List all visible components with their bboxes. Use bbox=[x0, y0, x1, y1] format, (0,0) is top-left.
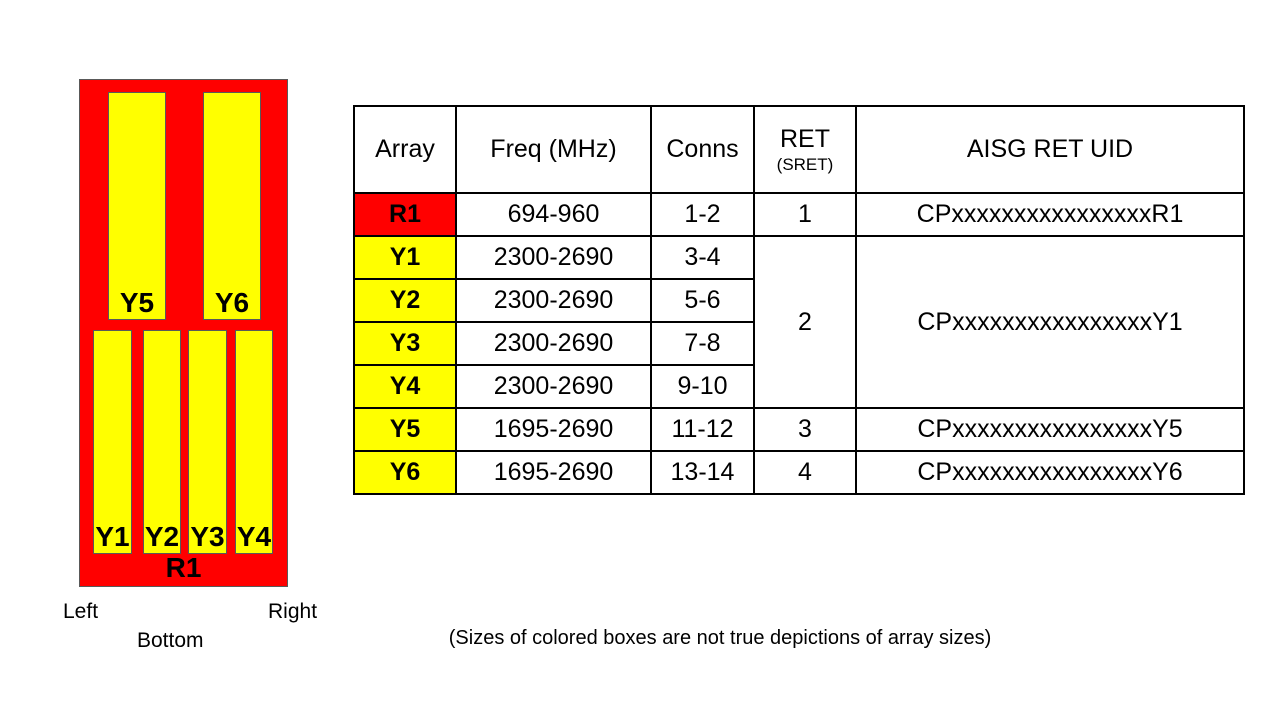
table-row-y3: Y3 2300-2690 7-8 bbox=[353, 321, 1244, 366]
cell-uid-y5: CPxxxxxxxxxxxxxxxxY5 bbox=[855, 407, 1245, 452]
cell-array-y1: Y1 bbox=[353, 235, 457, 280]
cell-array-y6: Y6 bbox=[353, 450, 457, 495]
table-row-y6: Y6 1695-2690 13-14 4 CPxxxxxxxxxxxxxxxxY… bbox=[353, 450, 1245, 495]
array-box-y4: Y4 bbox=[235, 330, 273, 554]
spec-table: Array Freq (MHz) Conns RET (SRET) AISG R… bbox=[353, 105, 1245, 495]
array-box-label-y4: Y4 bbox=[236, 520, 272, 552]
antenna-body: Y5 Y6 Y1 Y2 Y3 Y4 R1 bbox=[79, 79, 288, 587]
cell-ret-y1-y4: 2 bbox=[753, 235, 857, 409]
table-row-y1: Y1 2300-2690 3-4 2 CPxxxxxxxxxxxxxxxxY1 bbox=[353, 235, 1245, 409]
array-box-label-y1: Y1 bbox=[95, 520, 130, 552]
array-box-y3: Y3 bbox=[188, 330, 227, 554]
cell-conns-y2: 5-6 bbox=[650, 278, 755, 323]
cell-conns-y3: 7-8 bbox=[650, 321, 755, 366]
col-header-array: Array bbox=[353, 105, 457, 194]
side-label-right: Right bbox=[268, 600, 318, 623]
array-box-y1: Y1 bbox=[93, 330, 132, 554]
array-box-label-y5: Y5 bbox=[119, 286, 155, 318]
array-box-label-y6: Y6 bbox=[214, 286, 250, 318]
cell-array-y3: Y3 bbox=[353, 321, 457, 366]
array-box-y2: Y2 bbox=[143, 330, 181, 554]
cell-array-y2: Y2 bbox=[353, 278, 457, 323]
cell-array-y4: Y4 bbox=[353, 364, 457, 409]
cell-conns-y5: 11-12 bbox=[650, 407, 755, 452]
array-box-y6: Y6 bbox=[203, 92, 261, 320]
table-row-y2: Y2 2300-2690 5-6 bbox=[353, 278, 1244, 323]
table-row-r1: R1 694-960 1-2 1 CPxxxxxxxxxxxxxxxxR1 bbox=[353, 192, 1245, 237]
cell-ret-r1: 1 bbox=[753, 192, 857, 237]
col-header-freq: Freq (MHz) bbox=[455, 105, 652, 194]
table-row-y5: Y5 1695-2690 11-12 3 CPxxxxxxxxxxxxxxxxY… bbox=[353, 407, 1245, 452]
col-header-uid: AISG RET UID bbox=[855, 105, 1245, 194]
cell-conns-y1: 3-4 bbox=[650, 235, 755, 280]
cell-freq-y6: 1695-2690 bbox=[455, 450, 652, 495]
cell-ret-y6: 4 bbox=[753, 450, 857, 495]
ret-header-sub-label: (SRET) bbox=[776, 154, 834, 174]
cell-freq-y3: 2300-2690 bbox=[455, 321, 652, 366]
cell-freq-y1: 2300-2690 bbox=[455, 235, 652, 280]
cell-array-r1: R1 bbox=[353, 192, 457, 237]
cell-conns-y6: 13-14 bbox=[650, 450, 755, 495]
col-header-ret: RET (SRET) bbox=[753, 105, 857, 194]
antenna-base-label: R1 bbox=[165, 552, 202, 584]
array-box-label-y3: Y3 bbox=[190, 520, 225, 552]
cell-freq-r1: 694-960 bbox=[455, 192, 652, 237]
cell-array-y5: Y5 bbox=[353, 407, 457, 452]
cell-freq-y4: 2300-2690 bbox=[455, 364, 652, 409]
side-label-bottom: Bottom bbox=[137, 629, 204, 652]
cell-uid-y6: CPxxxxxxxxxxxxxxxxY6 bbox=[855, 450, 1245, 495]
cell-freq-y2: 2300-2690 bbox=[455, 278, 652, 323]
table-row-y4: Y4 2300-2690 9-10 bbox=[353, 364, 1244, 409]
cell-conns-y4: 9-10 bbox=[650, 364, 755, 409]
cell-uid-y1-y4: CPxxxxxxxxxxxxxxxxY1 bbox=[855, 235, 1245, 409]
cell-freq-y5: 1695-2690 bbox=[455, 407, 652, 452]
cell-conns-r1: 1-2 bbox=[650, 192, 755, 237]
header-row: Array Freq (MHz) Conns RET (SRET) AISG R… bbox=[353, 105, 1245, 194]
cell-ret-y5: 3 bbox=[753, 407, 857, 452]
col-header-conns: Conns bbox=[650, 105, 755, 194]
array-box-y5: Y5 bbox=[108, 92, 166, 320]
ret-header-label: RET bbox=[780, 124, 830, 153]
size-note: (Sizes of colored boxes are not true dep… bbox=[448, 627, 992, 649]
array-box-label-y2: Y2 bbox=[144, 520, 180, 552]
cell-uid-r1: CPxxxxxxxxxxxxxxxxR1 bbox=[855, 192, 1245, 237]
side-label-left: Left bbox=[63, 600, 99, 623]
